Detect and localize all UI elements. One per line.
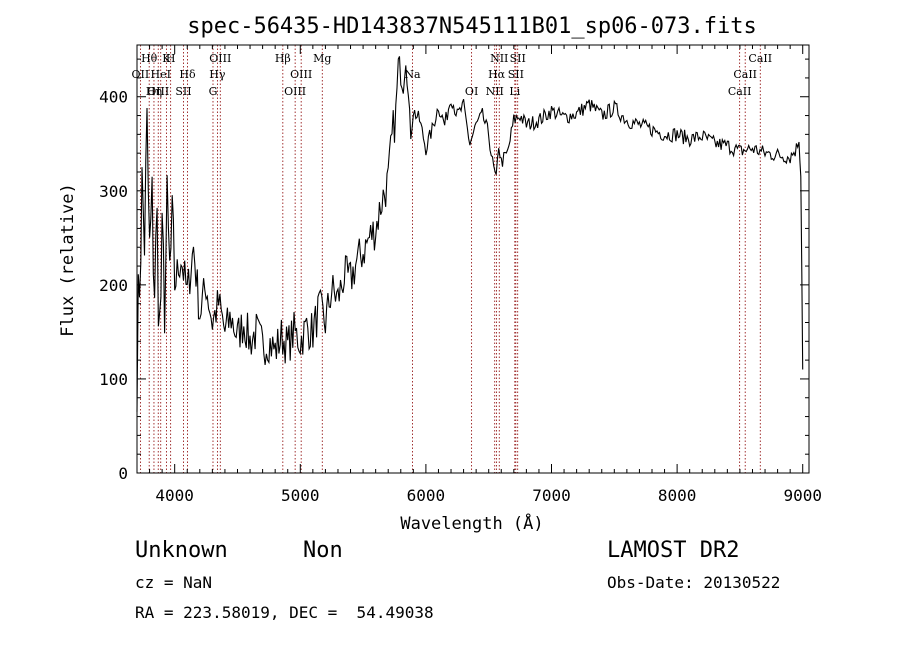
line-label-12: Hβ [275,52,291,65]
line-label-8: SII [175,85,191,98]
line-label-1: OII [132,68,150,81]
x-tick-label-2: 6000 [407,486,446,505]
x-tick-label-4: 8000 [658,486,697,505]
x-tick-label-1: 5000 [281,486,320,505]
line-label-21: SII [510,52,526,65]
line-label-13: OIII [290,68,312,81]
x-tick-label-3: 7000 [532,486,571,505]
line-label-11: G [209,85,218,98]
x-tick-label-5: 9000 [783,486,822,505]
line-label-16: Na [404,68,421,81]
x-axis-label: Wavelength (Å) [400,512,543,534]
chart-title: spec-56435-HD143837N545111B01_sp06-073.f… [187,14,757,39]
line-label-0: Hθ [141,52,158,65]
line-label-4: HeI [151,68,171,81]
line-label-3: K [162,52,171,65]
line-label-24: CaII [748,52,772,65]
y-tick-label-4: 400 [99,88,128,107]
x-axis: 4000 5000 6000 7000 8000 9000 [136,45,822,505]
object-subclass: Non [303,538,343,563]
plot-frame [136,44,810,474]
redshift-value: cz = NaN [135,573,213,592]
line-label-5: Hη [146,85,162,98]
line-label-17: OI [465,85,478,98]
line-label-15: Mg [313,52,331,65]
y-tick-label-0: 0 [118,464,128,483]
y-tick-label-1: 100 [99,370,128,389]
line-label-26: CaII [728,85,752,98]
y-tick-label-2: 200 [99,276,128,295]
y-axis: 0 100 200 300 400 [99,58,809,483]
survey-name: LAMOST DR2 [607,538,740,563]
line-label-19: Hα [488,68,506,81]
spectrum-series-line [136,56,804,412]
line-label-2: OIII [147,85,169,98]
y-tick-label-3: 300 [99,182,128,201]
observation-date: Obs-Date: 20130522 [607,573,781,592]
line-label-22: SII [508,68,524,81]
line-label-23: Li [509,85,520,98]
spectral-line-markers [139,45,761,473]
line-label-25: CaII [733,68,757,81]
line-label-9: OIII [209,52,231,65]
spectral-line-labels: HθOIIOIIIKHeIHηHHδSIIOIIIHγGHβOIIIOIIIMg… [132,52,773,98]
line-label-6: H [166,52,176,65]
line-label-18: NII [490,52,508,65]
line-label-7: Hδ [179,68,196,81]
object-class: Unknown [135,538,228,563]
x-tick-label-0: 4000 [155,486,194,505]
y-axis-label: Flux (relative) [58,183,78,337]
line-label-14: OIII [284,85,306,98]
coordinates: RA = 223.58019, DEC = 54.49038 [135,603,434,622]
line-label-20: NII [486,85,504,98]
line-label-10: Hγ [209,68,226,81]
